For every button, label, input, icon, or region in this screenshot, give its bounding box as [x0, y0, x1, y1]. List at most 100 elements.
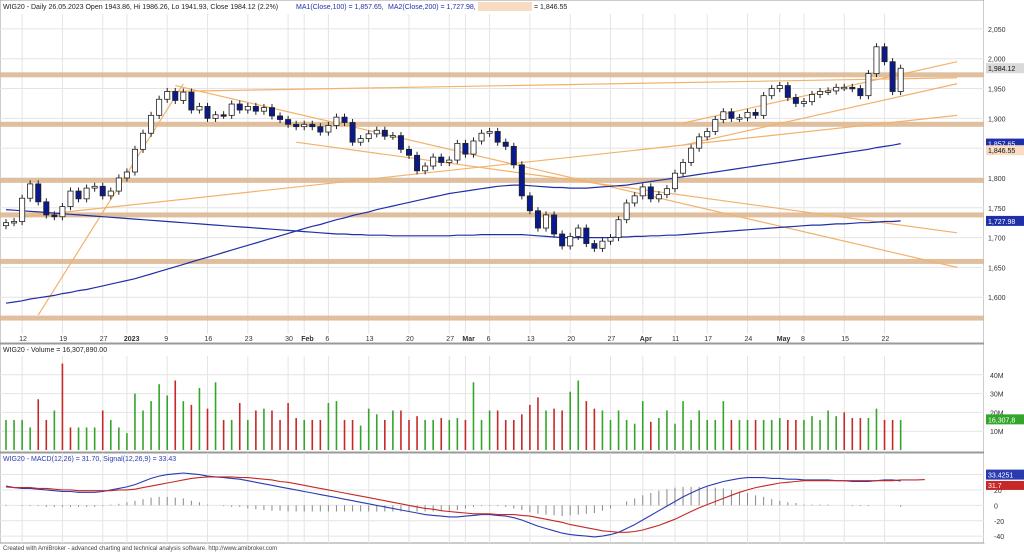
macd-tick-label: -40 [994, 534, 1004, 541]
candle-body [430, 156, 437, 167]
volume-tick-label: 30M [990, 392, 1004, 399]
candle-body [704, 131, 711, 138]
candle-body [696, 136, 703, 149]
candle-body [615, 219, 622, 238]
candle-body [486, 131, 493, 134]
candle-body [405, 148, 412, 156]
price-tick-label: 1,750 [988, 206, 1006, 213]
candle-body [188, 91, 195, 111]
candle-body [607, 237, 614, 242]
volume-bars [5, 363, 902, 450]
macd-last-label: 33.4251 [988, 473, 1013, 480]
macd-lines [5, 472, 925, 538]
date-tick-label: 8 [801, 336, 805, 343]
candle-body [510, 145, 517, 166]
candle-body [91, 185, 98, 189]
candle-body [148, 114, 155, 134]
candle-body [671, 172, 678, 190]
candle-body [99, 185, 106, 197]
support-band [0, 72, 984, 78]
candle-body [744, 111, 751, 119]
candle-body [333, 116, 340, 126]
candle-body [784, 85, 791, 98]
price-candles [3, 43, 904, 252]
candle-body [204, 106, 211, 119]
macd-tick-label: 0 [994, 503, 998, 510]
candle-body [800, 101, 807, 104]
candle-body [156, 98, 163, 116]
candle-body [317, 126, 324, 133]
date-tick-label: 12 [19, 336, 27, 343]
candle-body [325, 125, 332, 133]
macd-tick-label: -20 [994, 519, 1004, 526]
date-tick-label: Apr [640, 336, 652, 343]
trendline [682, 83, 958, 146]
volume-last-bg [986, 414, 1024, 425]
candle-body [75, 190, 82, 200]
price-tick-label: 1,950 [988, 87, 1006, 94]
last-close-label: 1,984.12 [988, 66, 1015, 73]
date-tick-label: 27 [608, 336, 616, 343]
candle-body [236, 103, 243, 111]
date-tick-label: 20 [406, 336, 414, 343]
candle-body [244, 106, 251, 111]
candle-body [736, 117, 743, 120]
candle-body [534, 210, 541, 229]
candle-body [575, 227, 582, 237]
date-tick-label: 23 [245, 336, 253, 343]
candle-body [776, 85, 783, 89]
candle-body [293, 123, 300, 128]
date-tick-label: 15 [841, 336, 849, 343]
candle-body [212, 114, 219, 119]
candle-body [349, 122, 356, 143]
date-tick-label: 6 [325, 336, 329, 343]
candle-body [51, 214, 58, 218]
candle-body [526, 195, 533, 212]
candle-body [841, 86, 848, 90]
candle-body [502, 141, 509, 147]
candle-body [228, 103, 235, 116]
candle-body [462, 142, 469, 155]
trendline [22, 114, 958, 218]
candle-body [833, 86, 840, 92]
candle-body [760, 95, 767, 116]
candle-body [3, 222, 9, 227]
candle-body [268, 107, 275, 117]
macd-last-bg [986, 469, 1024, 480]
right-axis-strip [984, 0, 1024, 543]
price-tick-label: 1,600 [988, 295, 1006, 302]
candle-body [543, 214, 550, 229]
candle-body [647, 186, 654, 200]
candle-body [792, 97, 799, 104]
price-tick-label: 1,800 [988, 176, 1006, 183]
date-tick-label: 19 [59, 336, 67, 343]
date-tick-label: 30 [285, 336, 293, 343]
macd-histogram [5, 486, 902, 517]
candle-body [720, 111, 727, 120]
ma2-value-label: 1,727.98 [988, 219, 1015, 226]
candle-body [454, 142, 461, 161]
candle-body [881, 46, 888, 63]
candle-body [752, 111, 759, 116]
date-tick-label: 13 [527, 336, 535, 343]
candle-body [712, 119, 719, 132]
candle-body [357, 138, 364, 143]
candle-body [35, 183, 42, 203]
candle-body [446, 159, 453, 163]
ma2-label: MA2(Close,200) = 1,727.98, [388, 4, 476, 11]
extra-value-label-bg [986, 145, 1024, 156]
price-axis: 2,0502,0001,9501,9001,8501,8001,7501,700… [986, 27, 1024, 302]
candle-body [849, 86, 856, 90]
candle-body [397, 135, 404, 150]
date-tick-label: 20 [567, 336, 575, 343]
candle-body [631, 195, 638, 204]
trendline [175, 84, 958, 268]
candle-body [478, 132, 485, 142]
date-tick-label: 16 [205, 336, 213, 343]
candle-body [599, 240, 606, 249]
date-tick-label: 17 [704, 336, 712, 343]
candle-body [897, 67, 904, 92]
macd-line [5, 472, 901, 538]
